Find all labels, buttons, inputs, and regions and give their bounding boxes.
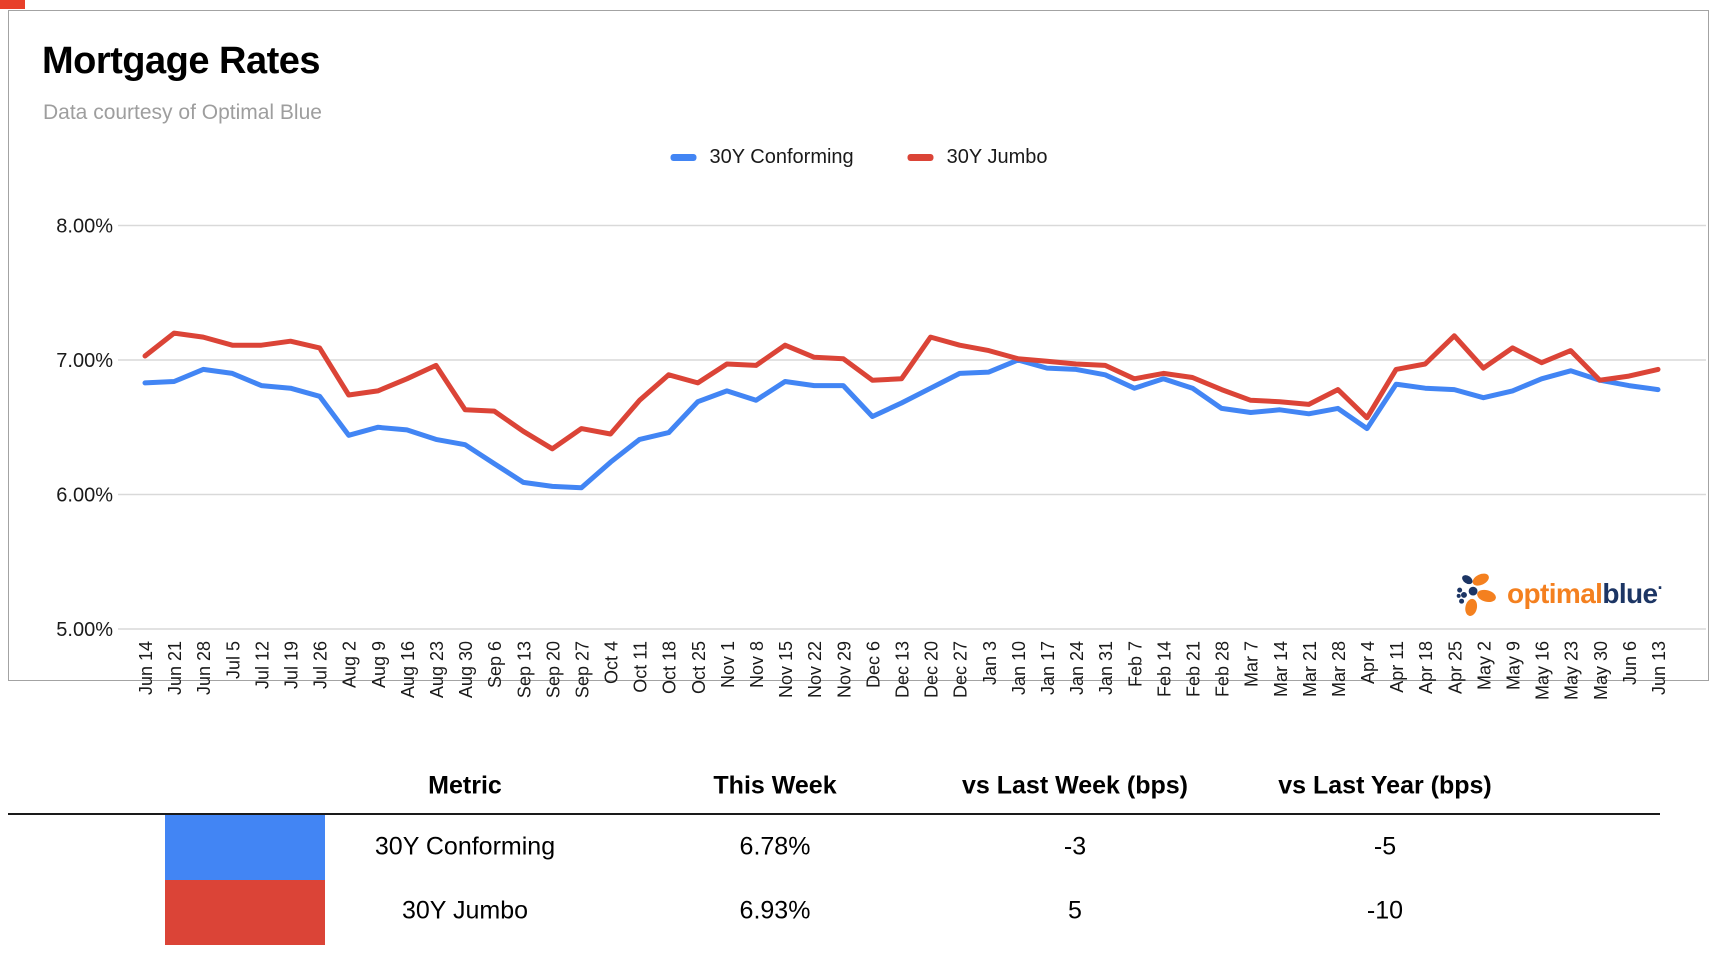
x-tick-label: May 23 (1562, 641, 1582, 700)
chart-card (8, 10, 1709, 681)
x-tick-label: Dec 13 (893, 641, 913, 698)
legend-item-jumbo: 30Y Jumbo (907, 146, 1048, 169)
optimal-blue-logo-icon (1456, 573, 1496, 616)
x-tick-label: Dec 6 (863, 641, 883, 688)
x-tick-label: Jul 12 (252, 641, 272, 689)
x-tick-label: Apr 25 (1445, 641, 1465, 694)
legend-item-conforming: 30Y Conforming (670, 146, 854, 169)
table-cell-thisweek-conforming: 6.78% (739, 832, 811, 861)
corner-accent-bar (0, 0, 25, 9)
x-tick-label: May 30 (1591, 641, 1611, 700)
x-tick-label: Jun 13 (1649, 641, 1669, 695)
table-header-divider (8, 813, 1660, 815)
x-tick-label: Jul 5 (223, 641, 243, 679)
x-tick-label: Nov 22 (805, 641, 825, 698)
series-line-30y-conforming (142, 357, 1661, 491)
y-tick-label: 7.00% (56, 350, 113, 372)
x-tick-label: Sep 20 (543, 641, 563, 698)
conforming-color-swatch (165, 815, 325, 880)
x-tick-label: Jan 3 (980, 641, 1000, 685)
y-tick-label: 5.00% (56, 619, 113, 641)
x-tick-label: Mar 21 (1300, 641, 1320, 697)
x-tick-label: Jan 10 (1009, 641, 1029, 695)
x-tick-label: Sep 27 (572, 641, 592, 698)
table-cell-vslastweek-jumbo: 5 (1068, 896, 1082, 925)
table-header-vs-last-week: vs Last Week (bps) (961, 771, 1189, 800)
x-tick-label: May 2 (1474, 641, 1494, 690)
x-tick-label: Feb 28 (1213, 641, 1233, 697)
x-tick-label: Sep 6 (485, 641, 505, 688)
x-tick-label: Jan 31 (1096, 641, 1116, 695)
legend-label-jumbo: 30Y Jumbo (946, 146, 1048, 168)
x-tick-label: Aug 23 (427, 641, 447, 698)
x-tick-label: Feb 14 (1154, 641, 1174, 697)
table-cell-thisweek-jumbo: 6.93% (739, 896, 811, 925)
conforming-line-swatch-icon (670, 154, 697, 161)
x-tick-label: Jan 17 (1038, 641, 1058, 695)
x-tick-label: Jul 19 (281, 641, 301, 689)
optimal-blue-logo: optimalblue· (1452, 570, 1664, 618)
x-tick-label: Mar 28 (1329, 641, 1349, 697)
page-subtitle: Data courtesy of Optimal Blue (43, 101, 322, 124)
x-tick-label: Apr 18 (1416, 641, 1436, 694)
x-tick-label: May 9 (1504, 641, 1524, 690)
legend-label-conforming: 30Y Conforming (709, 146, 854, 168)
x-tick-label: Nov 29 (834, 641, 854, 698)
x-tick-label: Jun 21 (165, 641, 185, 695)
x-tick-label: Oct 11 (631, 641, 651, 693)
x-tick-label: Sep 13 (514, 641, 534, 698)
x-tick-label: Feb 21 (1183, 641, 1203, 697)
x-tick-label: Aug 2 (340, 641, 360, 688)
x-tick-label: May 16 (1533, 641, 1553, 700)
x-tick-label: Aug 30 (456, 641, 476, 698)
x-tick-label: Apr 4 (1358, 641, 1378, 684)
x-tick-label: Jun 6 (1620, 641, 1640, 685)
x-tick-label: Jun 28 (194, 641, 214, 695)
x-tick-label: Mar 7 (1242, 641, 1262, 687)
x-tick-label: Apr 11 (1387, 641, 1407, 693)
table-header-metric: Metric (428, 771, 502, 800)
optimal-blue-logo-text: optimalblue· (1507, 578, 1664, 609)
x-tick-label: Dec 20 (922, 641, 942, 698)
x-tick-label: Oct 18 (660, 641, 680, 694)
x-tick-label: Nov 15 (776, 641, 796, 698)
x-tick-label: Jan 24 (1067, 641, 1087, 695)
jumbo-color-swatch (165, 880, 325, 945)
jumbo-line-swatch-icon (907, 154, 934, 161)
x-tick-label: Oct 25 (689, 641, 709, 694)
table-cell-metric-conforming: 30Y Conforming (374, 832, 556, 861)
table-cell-vslastweek-conforming: -3 (1063, 832, 1087, 861)
x-tick-label: Oct 4 (602, 641, 622, 684)
chart-legend: 30Y Conforming 30Y Jumbo (670, 146, 1048, 169)
x-tick-label: Dec 27 (951, 641, 971, 698)
x-tick-label: Nov 1 (718, 641, 738, 688)
page-title: Mortgage Rates (42, 40, 321, 82)
x-tick-label: Aug 9 (369, 641, 389, 688)
y-tick-label: 8.00% (56, 216, 113, 238)
table-cell-vslastyear-jumbo: -10 (1366, 896, 1404, 925)
x-tick-label: Jun 14 (136, 641, 156, 695)
table-header-vs-last-year: vs Last Year (bps) (1278, 771, 1492, 800)
x-tick-label: Mar 14 (1271, 641, 1291, 697)
y-tick-label: 6.00% (56, 485, 113, 507)
x-tick-label: Feb 7 (1125, 641, 1145, 687)
table-cell-metric-jumbo: 30Y Jumbo (401, 896, 529, 925)
table-cell-vslastyear-conforming: -5 (1373, 832, 1397, 861)
x-tick-label: Jul 26 (311, 641, 331, 689)
table-header-this-week: This Week (713, 771, 837, 800)
x-tick-label: Nov 8 (747, 641, 767, 688)
series-line-30y-jumbo (142, 330, 1661, 452)
x-tick-label: Aug 16 (398, 641, 418, 698)
